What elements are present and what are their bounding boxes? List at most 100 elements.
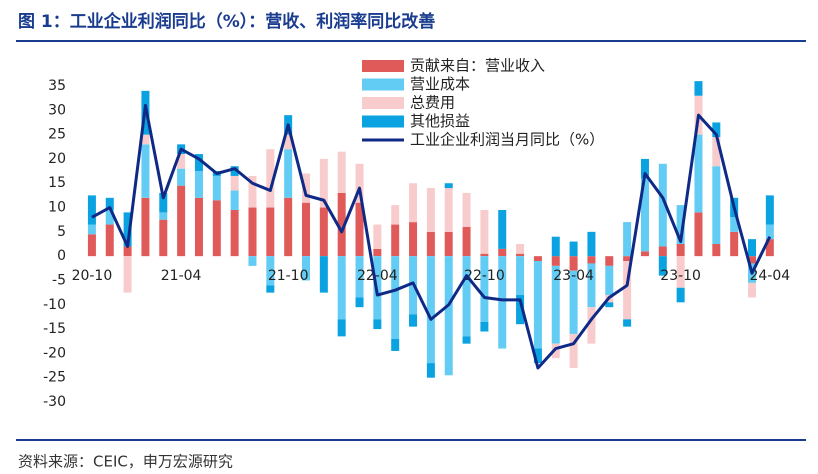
legend-label: 营业成本 <box>410 75 470 93</box>
bar-segment <box>159 219 168 257</box>
bar-segment <box>551 343 560 359</box>
y-tick-label: -10 <box>43 297 66 313</box>
bar-segment <box>426 363 435 378</box>
bar-segment <box>355 297 364 308</box>
x-tick-label: 21-04 <box>161 268 202 284</box>
bar-segment <box>676 244 685 257</box>
x-tick-label: 22-04 <box>357 268 398 284</box>
bar-segment <box>248 175 257 208</box>
y-tick-label: -25 <box>43 370 66 386</box>
bar-segment <box>569 270 578 334</box>
bar-segment <box>391 224 400 257</box>
bar-segment <box>409 222 418 257</box>
bar-segment <box>337 192 346 257</box>
bar-segment <box>302 256 310 281</box>
y-tick-label: 30 <box>48 102 66 118</box>
bar-segment <box>462 192 471 227</box>
bar-segment <box>498 248 507 257</box>
chart-title: 图 1：工业企业利润同比（%）：营收、利润率同比改善 <box>18 11 435 32</box>
legend-swatch <box>362 115 404 128</box>
bar-segment <box>444 256 453 376</box>
bar-segment <box>426 231 435 257</box>
bar-segment <box>694 212 703 257</box>
bar-segment <box>391 205 400 225</box>
bar-segment <box>569 256 578 271</box>
bar-segment <box>587 256 596 264</box>
bar-segment <box>212 200 221 257</box>
bar-segment <box>87 195 96 225</box>
bar-segment <box>551 256 560 266</box>
bar-segment <box>569 241 578 257</box>
bar-segment <box>462 226 471 257</box>
bar-segment <box>587 263 596 308</box>
bar-segment <box>391 256 400 339</box>
bar-segment <box>462 336 471 344</box>
bar-segment <box>177 168 186 186</box>
y-tick-label: 5 <box>57 224 66 240</box>
bar-segment <box>284 134 293 150</box>
bar-segment <box>284 197 293 257</box>
profit-line <box>91 103 772 370</box>
bar-segment <box>605 256 614 266</box>
bar-segment <box>516 253 525 257</box>
bar-segment <box>444 231 453 257</box>
bar-segment <box>658 256 667 276</box>
bar-segment <box>337 151 346 193</box>
legend-swatch <box>362 97 404 109</box>
bar-segment <box>105 224 114 257</box>
y-tick-label: 25 <box>48 127 66 143</box>
legend-label: 贡献来自：营业收入 <box>410 57 545 75</box>
bar-segment <box>748 239 756 257</box>
legend-label: 工业企业利润当月同比（%） <box>410 131 604 149</box>
bar-segment <box>123 256 132 293</box>
bar-segment <box>141 197 150 257</box>
bar-segment <box>302 202 310 257</box>
bar-segment <box>480 209 489 254</box>
bar-segment <box>319 158 328 208</box>
bar-segment <box>676 287 685 303</box>
legend-label: 其他损益 <box>410 112 470 130</box>
bar-segment <box>337 319 346 337</box>
bar-segment <box>498 209 507 249</box>
bar-segment <box>409 183 418 223</box>
bar-segment <box>712 137 721 167</box>
bar-segment <box>391 338 400 351</box>
bar-segment <box>319 207 328 257</box>
bar-segment <box>605 265 614 296</box>
bar-segment <box>765 224 774 240</box>
bar-segment <box>266 256 275 286</box>
bar-segment <box>266 285 275 293</box>
source: 资料来源：CEIC，申万宏源研究 <box>18 453 233 471</box>
bar-segment <box>230 175 239 191</box>
bar-segment <box>623 261 632 320</box>
bar-segment <box>230 209 239 257</box>
bar-segment <box>355 163 364 203</box>
bar-segment <box>480 321 489 332</box>
bar-segment <box>177 154 186 169</box>
bar-segment <box>159 212 168 220</box>
bar-segment <box>355 202 364 257</box>
x-tick-label: 24-04 <box>749 268 790 284</box>
bar-segment <box>587 307 596 344</box>
bar-segment <box>730 231 739 257</box>
bar-segment <box>640 178 649 252</box>
x-tick-label: 22-10 <box>464 268 505 284</box>
bar-segment <box>676 256 685 288</box>
bar-segment <box>230 166 239 176</box>
bar-segment <box>373 319 382 330</box>
x-tick-label: 20-10 <box>72 268 113 284</box>
bar-segment <box>533 261 542 349</box>
bar-segment <box>551 265 560 344</box>
bar-segment <box>694 81 703 96</box>
bar-segment <box>409 314 418 327</box>
bar-segment <box>712 122 721 138</box>
bar-segment <box>765 239 774 257</box>
bar-segment <box>444 188 453 232</box>
bar-segment <box>765 195 774 225</box>
legend-swatch <box>362 60 404 72</box>
bar-segment <box>587 231 596 257</box>
bar-segment <box>194 197 203 257</box>
bar-segment <box>355 256 364 298</box>
legend-swatch <box>362 78 404 91</box>
bar-segment <box>748 256 756 264</box>
